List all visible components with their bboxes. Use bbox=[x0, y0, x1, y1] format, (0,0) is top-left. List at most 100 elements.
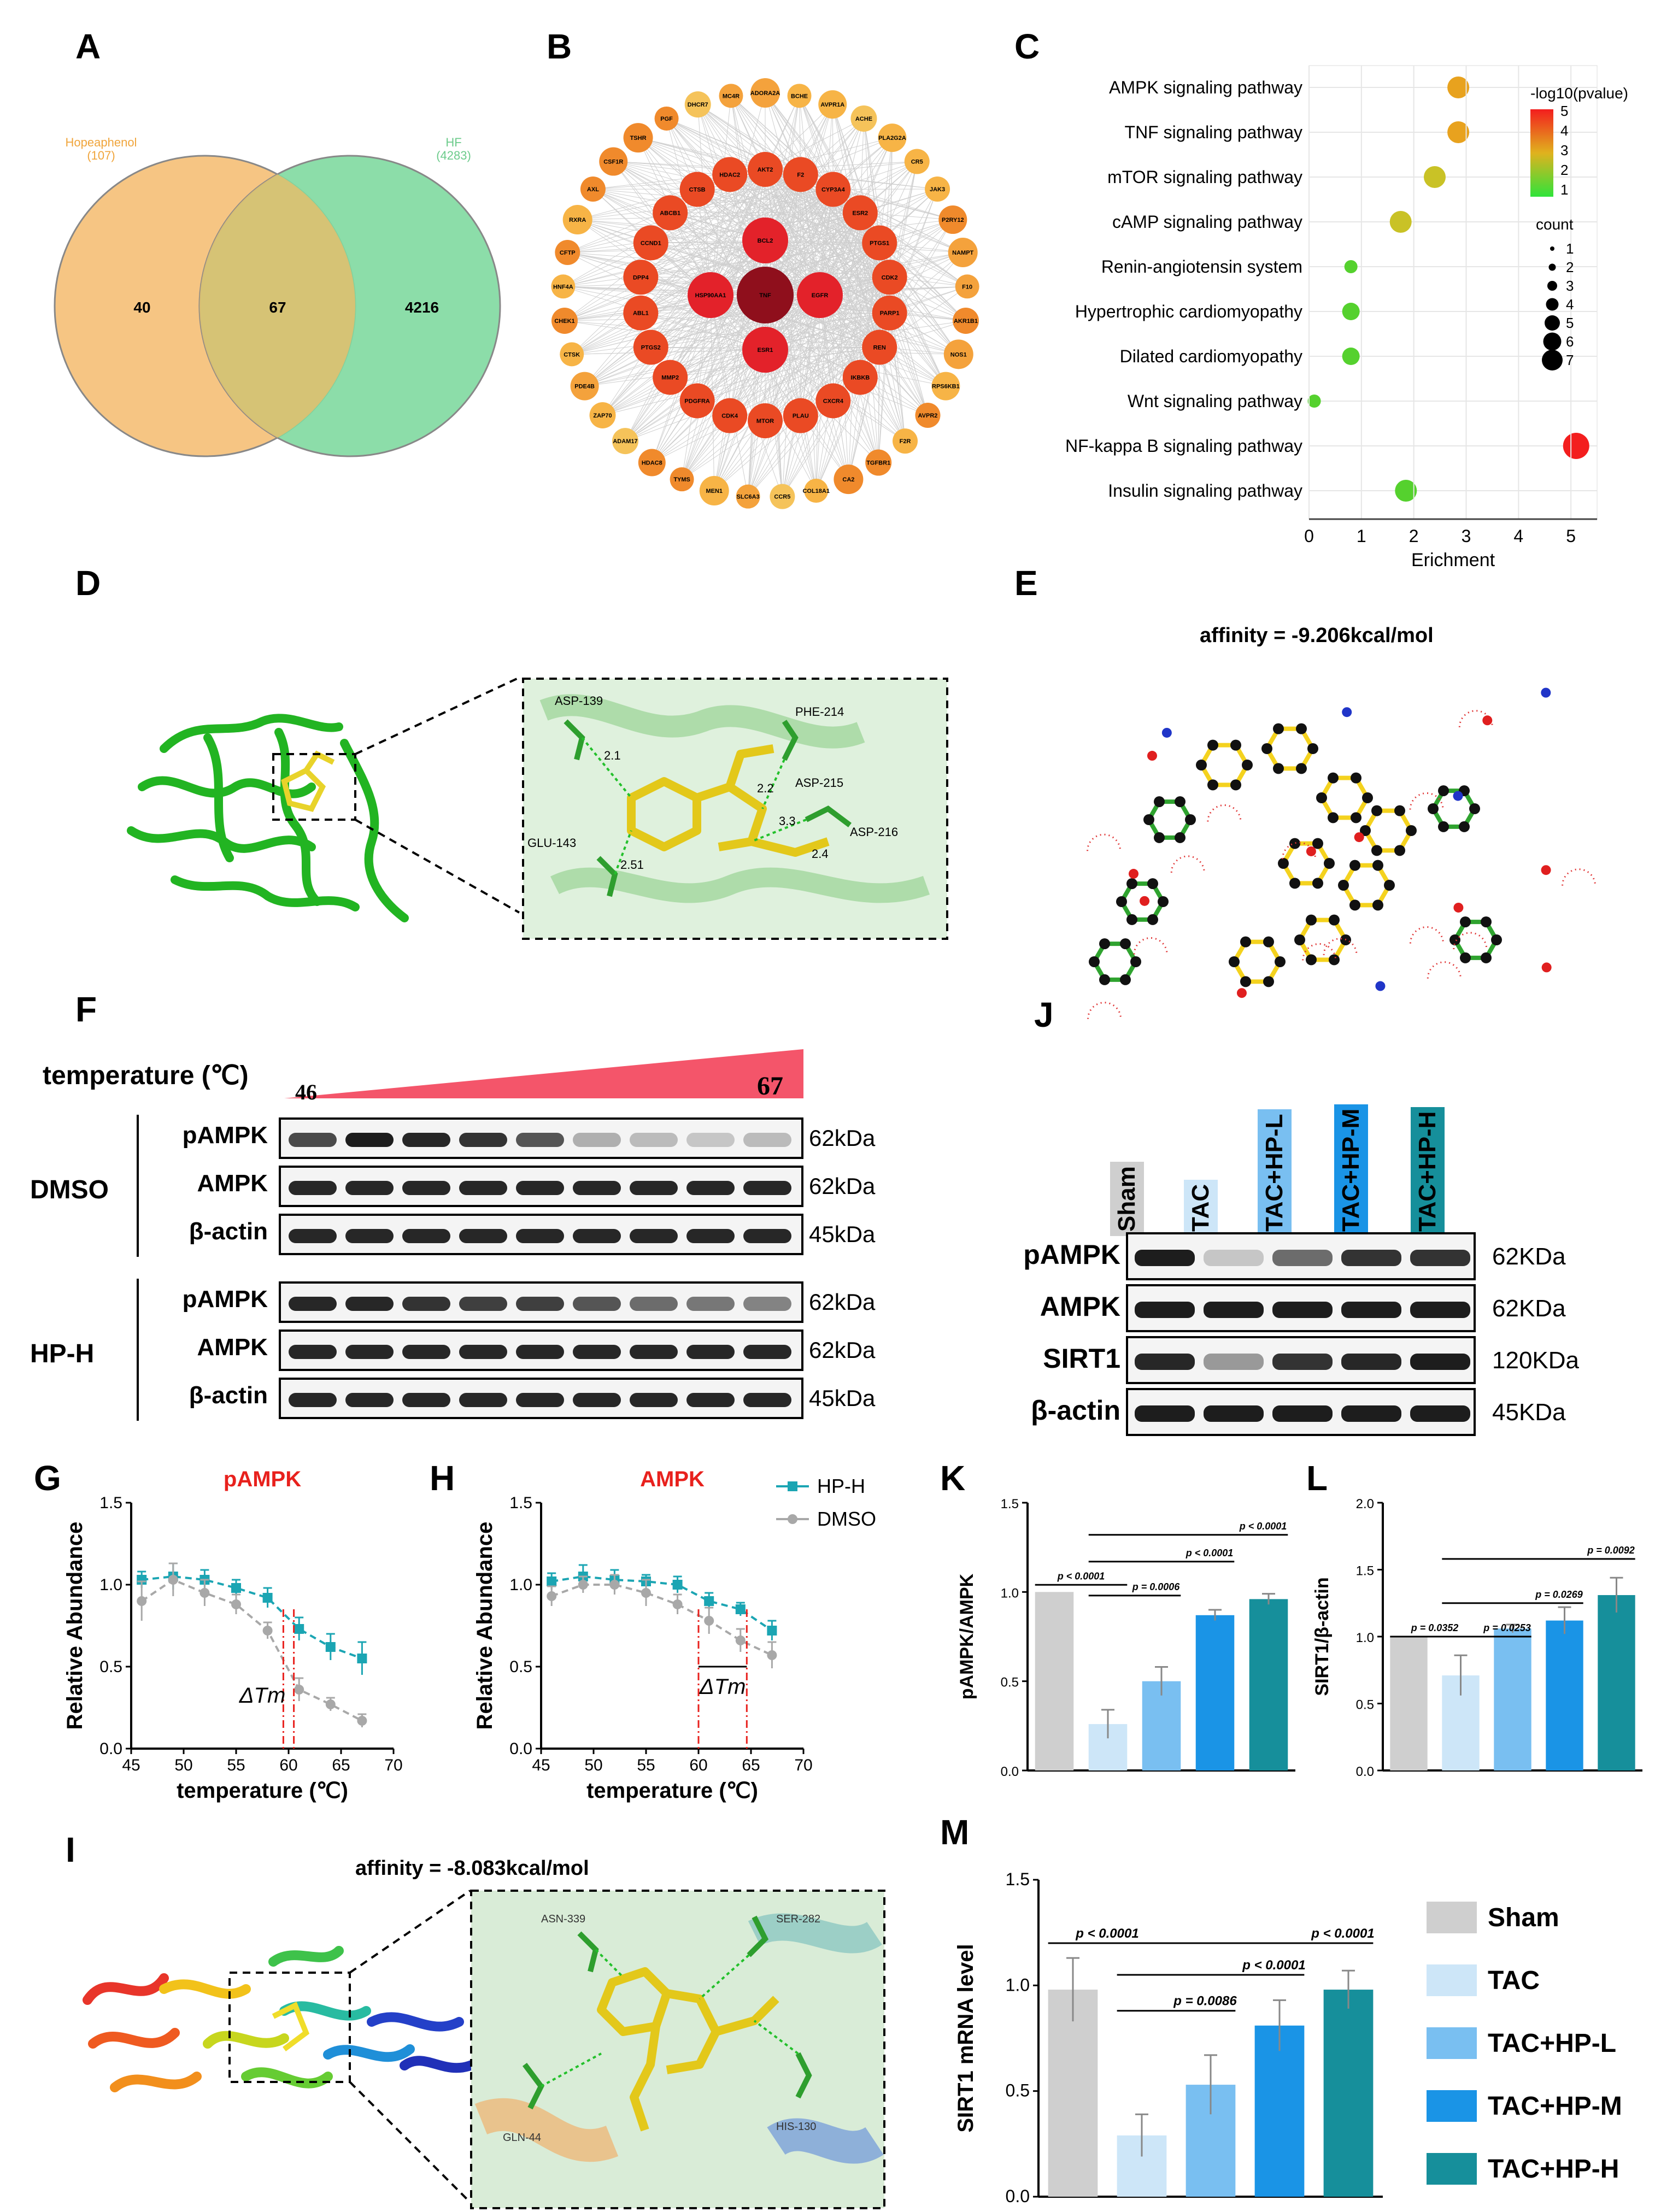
size-tick: 3 bbox=[1566, 278, 1574, 294]
oxygen-atom bbox=[1140, 896, 1149, 906]
blot-row-label: pAMPK bbox=[148, 1286, 268, 1313]
atom bbox=[1263, 976, 1274, 987]
legend-label: DMSO bbox=[817, 1508, 876, 1530]
blot-strip bbox=[279, 1166, 803, 1207]
legend-label: HP-H bbox=[817, 1475, 865, 1497]
venn-only-right: 4216 bbox=[405, 299, 439, 316]
legend-item: TAC bbox=[1427, 1964, 1540, 1996]
x-tick: 65 bbox=[742, 1756, 760, 1774]
atom bbox=[1240, 976, 1251, 987]
nitrogen-atom bbox=[1541, 688, 1551, 698]
network-node-label: PTGS1 bbox=[870, 240, 889, 246]
x-axis-label: Erichment bbox=[1411, 550, 1495, 570]
network-node-label: TYMS bbox=[673, 476, 690, 483]
blot-band bbox=[686, 1393, 735, 1407]
legend-item: TAC+HP-L bbox=[1427, 2027, 1616, 2059]
blot-band bbox=[686, 1297, 735, 1311]
atom bbox=[1207, 740, 1218, 751]
oxygen-atom bbox=[1306, 846, 1316, 856]
data-point bbox=[294, 1624, 304, 1634]
residue-asp139: ASP-139 bbox=[555, 694, 603, 708]
y-tick: 0.0 bbox=[1356, 1764, 1374, 1779]
atom bbox=[1438, 785, 1449, 796]
data-point bbox=[736, 1604, 746, 1614]
oxygen-atom bbox=[1453, 903, 1463, 913]
blot-strip bbox=[279, 1281, 803, 1323]
ligand-ring bbox=[1094, 944, 1136, 980]
blot-band bbox=[743, 1181, 791, 1195]
blot-band bbox=[743, 1229, 791, 1243]
y-axis-label: pAMPK/AMPK bbox=[956, 1573, 977, 1699]
y-tick: 0.0 bbox=[99, 1740, 122, 1758]
blot-j-band bbox=[1272, 1302, 1333, 1318]
bubble bbox=[1390, 211, 1412, 233]
x-tick: 45 bbox=[532, 1756, 550, 1774]
network-node-label: AVPR2 bbox=[918, 413, 938, 419]
blot-j-band bbox=[1341, 1354, 1401, 1370]
y-tick: 0.0 bbox=[1001, 1764, 1019, 1779]
network-node-label: CTSK bbox=[564, 351, 580, 358]
y-axis-label: Relative Abundance bbox=[473, 1522, 497, 1730]
data-point bbox=[357, 1716, 367, 1726]
network-node-label: AVPR1A bbox=[820, 102, 844, 108]
data-point bbox=[578, 1580, 588, 1590]
ligand-ring bbox=[1201, 745, 1247, 785]
bar bbox=[1035, 1592, 1074, 1770]
network-node-label: TNF bbox=[759, 292, 771, 299]
blot-row-label: β-actin bbox=[148, 1218, 268, 1245]
blot-row-label: β-actin bbox=[148, 1382, 268, 1409]
color-tick: 2 bbox=[1560, 162, 1568, 178]
atom bbox=[1406, 825, 1417, 836]
network-node-label: JAK3 bbox=[930, 186, 945, 193]
blot-row-label: AMPK bbox=[148, 1170, 268, 1197]
data-point bbox=[231, 1583, 241, 1593]
ligand-ring bbox=[1322, 778, 1368, 818]
blot-band bbox=[516, 1297, 564, 1311]
docking-ampk-zoom: ASP-139 PHE-214 ASP-215 GLU-143 ASP-216 … bbox=[522, 678, 948, 940]
atom bbox=[1242, 760, 1253, 770]
blot-strip bbox=[279, 1117, 803, 1159]
network-node-label: AKT2 bbox=[758, 167, 773, 173]
network-node-label: ABCB1 bbox=[660, 210, 680, 216]
ligand-ring bbox=[1300, 920, 1346, 960]
x-tick: 55 bbox=[637, 1756, 655, 1774]
atom bbox=[1143, 814, 1154, 825]
network-node-label: CSF1R bbox=[603, 159, 623, 166]
network-node-label: HNF4A bbox=[553, 284, 573, 290]
panel-letter-d: D bbox=[75, 563, 101, 603]
blot-band bbox=[573, 1229, 621, 1243]
atom bbox=[1351, 773, 1361, 784]
blot-band bbox=[402, 1229, 450, 1243]
network-node-label: RPS6KB1 bbox=[932, 384, 960, 390]
atom bbox=[1230, 779, 1241, 790]
atom bbox=[1240, 937, 1251, 948]
legend-swatch bbox=[1427, 1964, 1477, 1996]
blot-kda: 62kDa bbox=[809, 1125, 875, 1151]
network-node-label: CR5 bbox=[911, 159, 923, 166]
blot-band bbox=[402, 1297, 450, 1311]
blot-j-band bbox=[1135, 1354, 1195, 1370]
atom bbox=[1289, 878, 1300, 889]
p-value: p < 0.0001 bbox=[1186, 1548, 1234, 1558]
category-label: Hypertrophic cardiomyopathy bbox=[1075, 302, 1302, 321]
atom bbox=[1460, 916, 1471, 927]
blot-band bbox=[516, 1393, 564, 1407]
zoom-line-top bbox=[355, 678, 519, 754]
blot-band bbox=[345, 1181, 394, 1195]
residue-asp216: ASP-216 bbox=[850, 825, 898, 839]
legend-swatch bbox=[1427, 2153, 1477, 2185]
atom bbox=[1491, 934, 1502, 945]
atom bbox=[1296, 723, 1307, 734]
data-point bbox=[641, 1588, 651, 1598]
bubble bbox=[1342, 348, 1360, 365]
size-legend-dot bbox=[1549, 264, 1556, 271]
residue-his130: HIS-130 bbox=[776, 2121, 816, 2133]
blot-j-band bbox=[1272, 1405, 1333, 1422]
y-tick: 1.5 bbox=[509, 1494, 532, 1512]
color-tick: 1 bbox=[1560, 181, 1568, 198]
blot-band bbox=[459, 1345, 507, 1359]
legend-item: Sham bbox=[1427, 1902, 1559, 1933]
network-node-label: PTGS2 bbox=[641, 345, 661, 351]
size-legend-title: count bbox=[1536, 216, 1574, 233]
x-axis-label: temperature (℃) bbox=[586, 1779, 758, 1803]
